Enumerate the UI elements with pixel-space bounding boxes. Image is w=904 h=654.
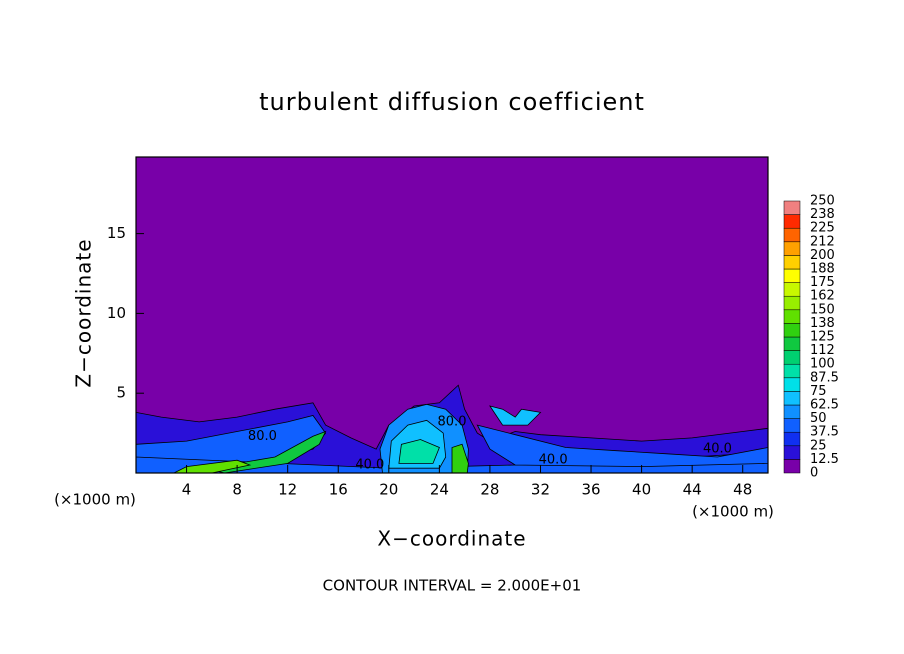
y-tick-label: 5 bbox=[116, 384, 126, 402]
x-tick-label: 40 bbox=[632, 481, 651, 499]
colorbar-label: 200 bbox=[810, 248, 835, 263]
contour-label: 40.0 bbox=[355, 458, 384, 473]
contour-region bbox=[451, 443, 469, 473]
chart-title: turbulent diffusion coefficient bbox=[259, 88, 645, 116]
colorbar-label: 75 bbox=[810, 384, 827, 399]
colorbar-swatch bbox=[783, 336, 801, 351]
colorbar-swatch bbox=[783, 241, 801, 256]
contour-region bbox=[488, 405, 542, 426]
colorbar-label: 12.5 bbox=[810, 452, 839, 467]
colorbar-label: 225 bbox=[810, 221, 835, 236]
x-unit-label: (×1000 m) bbox=[54, 491, 136, 509]
x-tick-label: 36 bbox=[581, 481, 600, 499]
colorbar-swatch bbox=[783, 445, 801, 460]
colorbar-swatch bbox=[783, 255, 801, 270]
contour-label: 80.0 bbox=[248, 429, 277, 444]
colorbar-label: 87.5 bbox=[810, 370, 839, 385]
colorbar-swatch bbox=[783, 363, 801, 379]
colorbar-swatch bbox=[783, 214, 801, 229]
colorbar-label: 138 bbox=[810, 316, 835, 331]
colorbar-swatch bbox=[783, 377, 801, 392]
plot-frame bbox=[135, 156, 769, 474]
colorbar-swatch bbox=[783, 200, 801, 215]
colorbar-swatch bbox=[783, 227, 801, 243]
colorbar-label: 175 bbox=[810, 275, 835, 290]
x-axis-label: X−coordinate bbox=[377, 527, 526, 551]
contour-region bbox=[476, 424, 768, 468]
colorbar-swatch bbox=[783, 295, 801, 311]
colorbar-swatch bbox=[783, 282, 801, 297]
colorbar-label: 0 bbox=[810, 466, 818, 481]
x-tick-label: 24 bbox=[430, 481, 449, 499]
colorbar-label: 238 bbox=[810, 207, 835, 222]
colorbar-swatch bbox=[783, 268, 801, 283]
colorbar-label: 150 bbox=[810, 302, 835, 317]
colorbar-label: 250 bbox=[810, 194, 835, 209]
colorbar-label: 50 bbox=[810, 411, 827, 426]
x-tick-label: 16 bbox=[329, 481, 348, 499]
y-tick-label: 10 bbox=[107, 304, 126, 322]
x-tick-label: 12 bbox=[278, 481, 297, 499]
x-tick-label: 48 bbox=[733, 481, 752, 499]
x-unit-label: (×1000 m) bbox=[692, 503, 774, 521]
colorbar-label: 25 bbox=[810, 438, 827, 453]
contour-label: 40.0 bbox=[539, 453, 568, 468]
colorbar-label: 37.5 bbox=[810, 425, 839, 440]
footnote: CONTOUR INTERVAL = 2.000E+01 bbox=[323, 577, 582, 595]
x-tick-label: 32 bbox=[531, 481, 550, 499]
x-tick-label: 44 bbox=[683, 481, 702, 499]
colorbar-swatch bbox=[783, 418, 801, 433]
colorbar-label: 112 bbox=[810, 343, 835, 358]
x-tick-label: 8 bbox=[232, 481, 242, 499]
colorbar-swatch bbox=[783, 391, 801, 406]
colorbar-swatch bbox=[783, 459, 801, 474]
colorbar-label: 125 bbox=[810, 330, 835, 345]
colorbar-label: 62.5 bbox=[810, 398, 839, 413]
colorbar-swatch bbox=[783, 350, 801, 365]
colorbar-swatch bbox=[783, 323, 801, 338]
colorbar-label: 188 bbox=[810, 262, 835, 277]
colorbar-swatch bbox=[783, 309, 801, 324]
y-tick-label: 15 bbox=[107, 224, 126, 242]
colorbar-label: 162 bbox=[810, 289, 835, 304]
colorbar-swatch bbox=[783, 431, 801, 447]
x-tick-label: 4 bbox=[182, 481, 192, 499]
contour-label: 80.0 bbox=[438, 414, 467, 429]
x-tick-label: 28 bbox=[480, 481, 499, 499]
x-tick-label: 20 bbox=[379, 481, 398, 499]
contour-region bbox=[398, 439, 440, 464]
contour-label: 40.0 bbox=[703, 442, 732, 457]
colorbar-label: 100 bbox=[810, 357, 835, 372]
colorbar-swatch bbox=[783, 404, 801, 419]
contour-region bbox=[173, 459, 252, 473]
y-axis-label: Z−coordinate bbox=[72, 238, 96, 387]
colorbar-label: 212 bbox=[810, 234, 835, 249]
